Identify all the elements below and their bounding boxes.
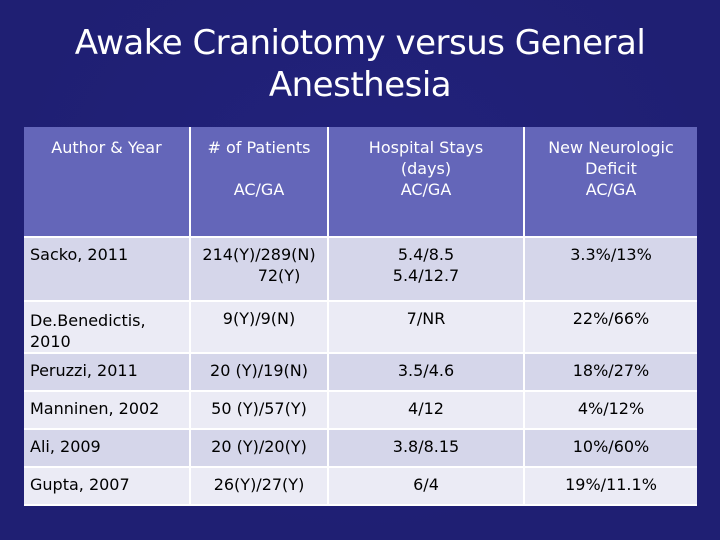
cell-author: Peruzzi, 2011 [24,353,191,392]
cell-patients: 9(Y)/9(N) [190,301,329,354]
cell-author: Gupta, 2007 [24,467,191,506]
table-header-row: Author & Year # of Patients AC/GA Hospit… [24,127,697,238]
cell-deficit: 19%/11.1% [524,467,697,506]
cell-hospital-stays: 7/NR [328,301,525,354]
header-patients: # of Patients AC/GA [190,127,329,238]
cell-hospital-stays: 5.4/8.5 5.4/12.7 [328,237,525,302]
cell-author: Manninen, 2002 [24,391,191,430]
table-row: Sacko, 2011 214(Y)/289(N) 72(Y) 5.4/8.5 … [24,237,697,302]
title-line-1: Awake Craniotomy versus General [74,23,646,63]
cell-author: De.Benedictis, 2010 [24,301,191,354]
table-row: Gupta, 2007 26(Y)/27(Y) 6/4 19%/11.1% [24,467,697,506]
cell-author: Ali, 2009 [24,429,191,468]
header-author-year: Author & Year [24,127,191,238]
cell-deficit: 10%/60% [524,429,697,468]
comparison-table: Author & Year # of Patients AC/GA Hospit… [24,127,697,506]
cell-deficit: 22%/66% [524,301,697,354]
title-line-2: Anesthesia [268,65,452,105]
cell-author: Sacko, 2011 [24,237,191,302]
header-hospital-stays: Hospital Stays (days) AC/GA [328,127,525,238]
cell-patients: 214(Y)/289(N) 72(Y) [190,237,329,302]
table-row: Manninen, 2002 50 (Y)/57(Y) 4/12 4%/12% [24,391,697,430]
cell-hospital-stays: 6/4 [328,467,525,506]
cell-patients: 20 (Y)/20(Y) [190,429,329,468]
slide-title: Awake Craniotomy versus General Anesthes… [0,22,720,106]
cell-deficit: 4%/12% [524,391,697,430]
cell-hospital-stays: 3.5/4.6 [328,353,525,392]
cell-deficit: 18%/27% [524,353,697,392]
table-row: Peruzzi, 2011 20 (Y)/19(N) 3.5/4.6 18%/2… [24,353,697,392]
header-neurologic-deficit: New Neurologic Deficit AC/GA [524,127,697,238]
cell-hospital-stays: 4/12 [328,391,525,430]
table-row: Ali, 2009 20 (Y)/20(Y) 3.8/8.15 10%/60% [24,429,697,468]
cell-patients: 26(Y)/27(Y) [190,467,329,506]
cell-deficit: 3.3%/13% [524,237,697,302]
cell-hospital-stays: 3.8/8.15 [328,429,525,468]
cell-patients: 50 (Y)/57(Y) [190,391,329,430]
cell-patients: 20 (Y)/19(N) [190,353,329,392]
table-row: De.Benedictis, 2010 9(Y)/9(N) 7/NR 22%/6… [24,301,697,354]
